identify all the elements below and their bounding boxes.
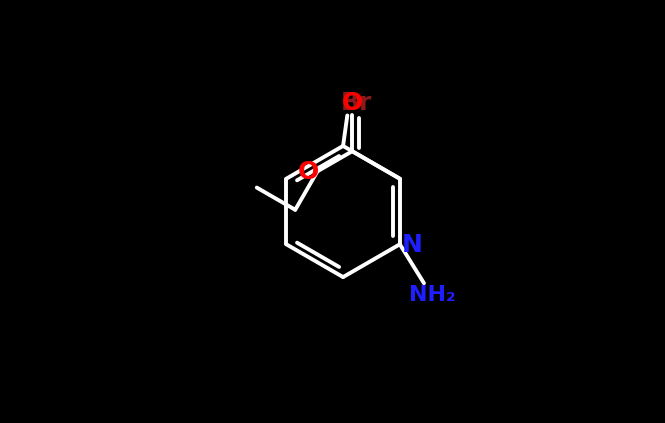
Text: O: O (342, 91, 363, 115)
Text: Br: Br (341, 91, 372, 115)
Text: NH₂: NH₂ (409, 285, 456, 305)
Text: N: N (401, 233, 422, 257)
Text: O: O (297, 160, 319, 184)
